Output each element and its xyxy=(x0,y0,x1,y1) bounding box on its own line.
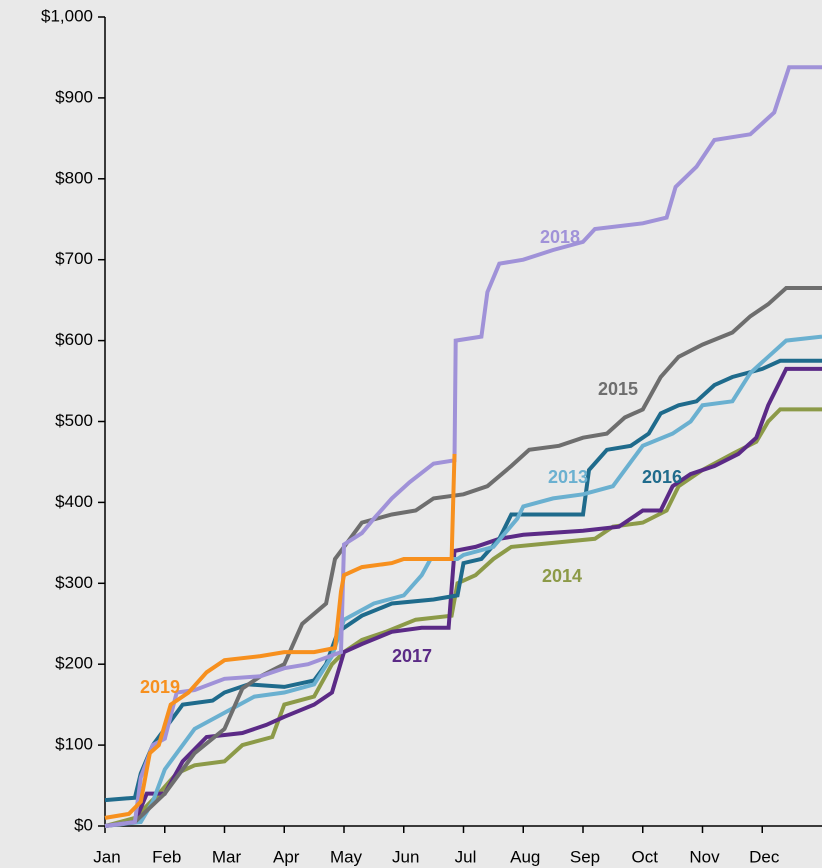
x-tick-label: Apr xyxy=(273,847,300,866)
series-line xyxy=(104,407,822,828)
y-tick-label: $800 xyxy=(55,168,93,187)
series-line xyxy=(104,358,822,803)
series-label: 2017 xyxy=(392,646,432,666)
x-tick-label: Oct xyxy=(632,847,659,866)
series-line xyxy=(104,65,822,828)
series-line xyxy=(104,286,822,828)
x-tick-label: Jun xyxy=(392,847,419,866)
series-label: 2019 xyxy=(140,677,180,697)
y-tick-label: $100 xyxy=(55,735,93,754)
series-line xyxy=(104,366,822,828)
y-tick-label: $400 xyxy=(55,492,93,511)
y-tick-label: $900 xyxy=(55,87,93,106)
x-tick-label: Jul xyxy=(455,847,477,866)
x-tick-label: Jan xyxy=(93,847,120,866)
y-tick-label: $700 xyxy=(55,249,93,268)
x-tick-label: Aug xyxy=(510,847,540,866)
series-label: 2018 xyxy=(540,227,580,247)
x-tick-label: Feb xyxy=(152,847,181,866)
y-tick-label: $1,000 xyxy=(41,6,93,25)
series-label: 2015 xyxy=(598,379,638,399)
x-tick-label: Nov xyxy=(689,847,720,866)
series-line xyxy=(104,453,457,820)
x-tick-label: Dec xyxy=(749,847,780,866)
y-tick-label: $600 xyxy=(55,330,93,349)
series-label: 2013 xyxy=(548,467,588,487)
series-label: 2016 xyxy=(642,467,682,487)
y-tick-label: $0 xyxy=(74,815,93,834)
y-tick-label: $500 xyxy=(55,411,93,430)
x-tick-label: Sep xyxy=(570,847,600,866)
y-tick-label: $300 xyxy=(55,573,93,592)
y-tick-label: $200 xyxy=(55,654,93,673)
x-tick-label: May xyxy=(330,847,363,866)
series-label: 2014 xyxy=(542,566,582,586)
x-tick-label: Mar xyxy=(212,847,242,866)
